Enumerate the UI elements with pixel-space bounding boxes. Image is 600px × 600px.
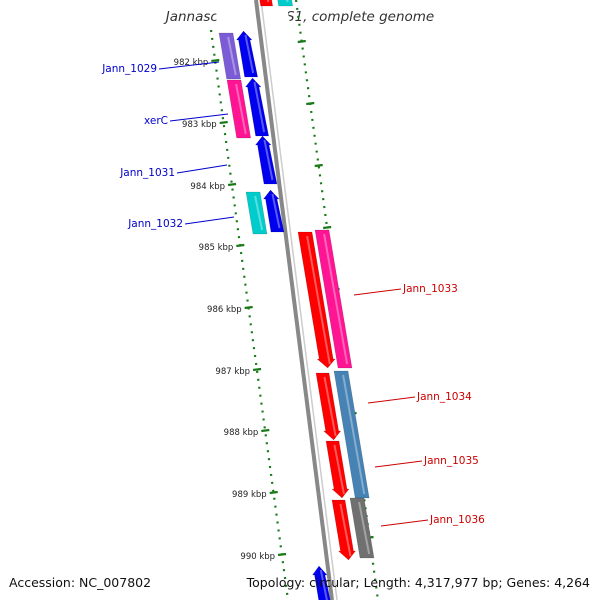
tick-mark bbox=[306, 101, 315, 106]
gene-red-3-highlight bbox=[339, 503, 352, 557]
gene-jann-1034[interactable] bbox=[333, 370, 370, 499]
gene-label-right[interactable]: Jann_1034 bbox=[416, 391, 472, 403]
gene-blue-1-shape bbox=[235, 30, 258, 78]
tick-label: 982 kbp bbox=[174, 58, 209, 68]
tick-mark bbox=[269, 490, 278, 495]
tick-label: 985 kbp bbox=[199, 243, 234, 253]
tick-mark bbox=[323, 225, 332, 230]
gene-blue-3-shape bbox=[262, 189, 285, 233]
gene-jann-1031-highlight bbox=[263, 139, 274, 181]
gene-label-left[interactable]: Jann_1029 bbox=[101, 63, 157, 75]
gene-jann-1034-shape bbox=[333, 370, 370, 499]
gene-partial-top-cyan-shape bbox=[277, 0, 293, 7]
tick-label: 983 kbp bbox=[182, 120, 217, 130]
tick-mark bbox=[261, 428, 270, 433]
gene-red-2[interactable] bbox=[315, 372, 342, 441]
gene-jann-1036-shape bbox=[349, 497, 375, 559]
gene-jann-1029-shape bbox=[218, 32, 241, 80]
gene-label-left[interactable]: Jann_1031 bbox=[119, 167, 175, 179]
tick-label: 988 kbp bbox=[224, 428, 259, 438]
tick-mark bbox=[211, 58, 220, 63]
tick-mark bbox=[297, 39, 306, 44]
label-leader-left bbox=[176, 164, 228, 174]
label-leader-left bbox=[169, 113, 229, 122]
tick-mark bbox=[314, 163, 323, 168]
strip-band bbox=[214, 0, 386, 600]
gene-red-2-highlight bbox=[323, 376, 337, 437]
genome-backbone-shadow bbox=[260, 0, 338, 600]
gene-jann-1032-highlight bbox=[254, 195, 264, 231]
gene-jann-1033[interactable] bbox=[314, 229, 353, 369]
gene-xerc[interactable] bbox=[226, 79, 251, 139]
label-leader-right bbox=[353, 288, 402, 296]
gene-blue-2-highlight bbox=[253, 81, 266, 133]
label-leader-left bbox=[158, 61, 220, 70]
tick-mark bbox=[236, 243, 245, 248]
tick-label: 990 kbp bbox=[240, 552, 275, 562]
gene-red-1[interactable] bbox=[297, 231, 336, 369]
tick-label: 984 kbp bbox=[190, 182, 225, 192]
gene-label-right[interactable]: Jann_1036 bbox=[429, 514, 485, 526]
gene-partial-top-red[interactable] bbox=[258, 0, 273, 7]
gene-xerc-shape bbox=[226, 79, 251, 139]
tick-label: 987 kbp bbox=[215, 367, 250, 377]
label-leader-left bbox=[184, 216, 235, 225]
gene-partial-top-red-highlight bbox=[266, 0, 270, 3]
gene-jann-1033-highlight bbox=[323, 233, 349, 365]
gene-red-2-shape bbox=[315, 372, 342, 441]
gene-jann-1035-highlight bbox=[333, 444, 345, 495]
gene-partial-top-cyan-highlight bbox=[286, 0, 289, 3]
gene-jann-1034-highlight bbox=[342, 374, 366, 495]
gene-red-1-shape bbox=[297, 231, 336, 369]
label-leader-right bbox=[367, 396, 416, 404]
tick-mark bbox=[252, 367, 262, 372]
gene-jann-1032-shape bbox=[245, 191, 268, 235]
gene-label-right[interactable]: Jann_1035 bbox=[423, 455, 479, 467]
gene-jann-1031-shape bbox=[254, 135, 278, 185]
gene-jann-1033-shape bbox=[314, 229, 353, 369]
accession-text: Accession: NC_007802 bbox=[9, 575, 152, 590]
gene-red-3[interactable] bbox=[331, 499, 357, 561]
gene-xerc-highlight bbox=[235, 83, 247, 135]
label-leader-right bbox=[374, 460, 423, 468]
gene-red-1-highlight bbox=[306, 235, 331, 365]
gene-jann-1032[interactable] bbox=[245, 191, 268, 235]
gene-jann-1031[interactable] bbox=[254, 135, 278, 185]
tick-mark bbox=[219, 120, 228, 125]
gene-partial-bottom-blue[interactable] bbox=[312, 565, 333, 600]
gene-blue-1-highlight bbox=[244, 34, 255, 74]
gene-jann-1035[interactable] bbox=[325, 440, 350, 499]
gene-jann-1029-highlight bbox=[227, 36, 237, 76]
gene-jann-1035-shape bbox=[325, 440, 350, 499]
label-leader-right bbox=[380, 519, 429, 527]
gene-label-left[interactable]: Jann_1032 bbox=[127, 218, 183, 230]
tick-mark bbox=[277, 552, 287, 557]
gene-blue-1[interactable] bbox=[235, 30, 258, 78]
gene-blue-3[interactable] bbox=[262, 189, 285, 233]
tick-mark bbox=[227, 182, 237, 187]
tick-mark bbox=[244, 305, 253, 310]
gene-partial-bottom-blue-shape bbox=[312, 565, 331, 600]
gene-blue-2-shape bbox=[244, 77, 269, 137]
gene-partial-bottom-blue-highlight bbox=[319, 569, 328, 600]
gene-jann-1036[interactable] bbox=[349, 497, 375, 559]
gene-red-3-shape bbox=[331, 499, 357, 561]
gene-partial-top-cyan[interactable] bbox=[276, 0, 293, 7]
tick-label: 989 kbp bbox=[232, 490, 267, 500]
gene-jann-1029[interactable] bbox=[218, 32, 241, 80]
tick-label: 986 kbp bbox=[207, 305, 242, 315]
topology-text: Topology: circular; Length: 4,317,977 bp… bbox=[246, 575, 590, 590]
gene-blue-2[interactable] bbox=[244, 77, 269, 137]
gene-label-right[interactable]: Jann_1033 bbox=[402, 283, 458, 295]
gene-blue-3-highlight bbox=[271, 193, 281, 229]
gene-partial-top-red-shape bbox=[259, 0, 273, 7]
gene-jann-1036-highlight bbox=[358, 501, 371, 555]
genome-backbone bbox=[254, 0, 334, 600]
gene-label-left[interactable]: xerC bbox=[144, 115, 168, 127]
